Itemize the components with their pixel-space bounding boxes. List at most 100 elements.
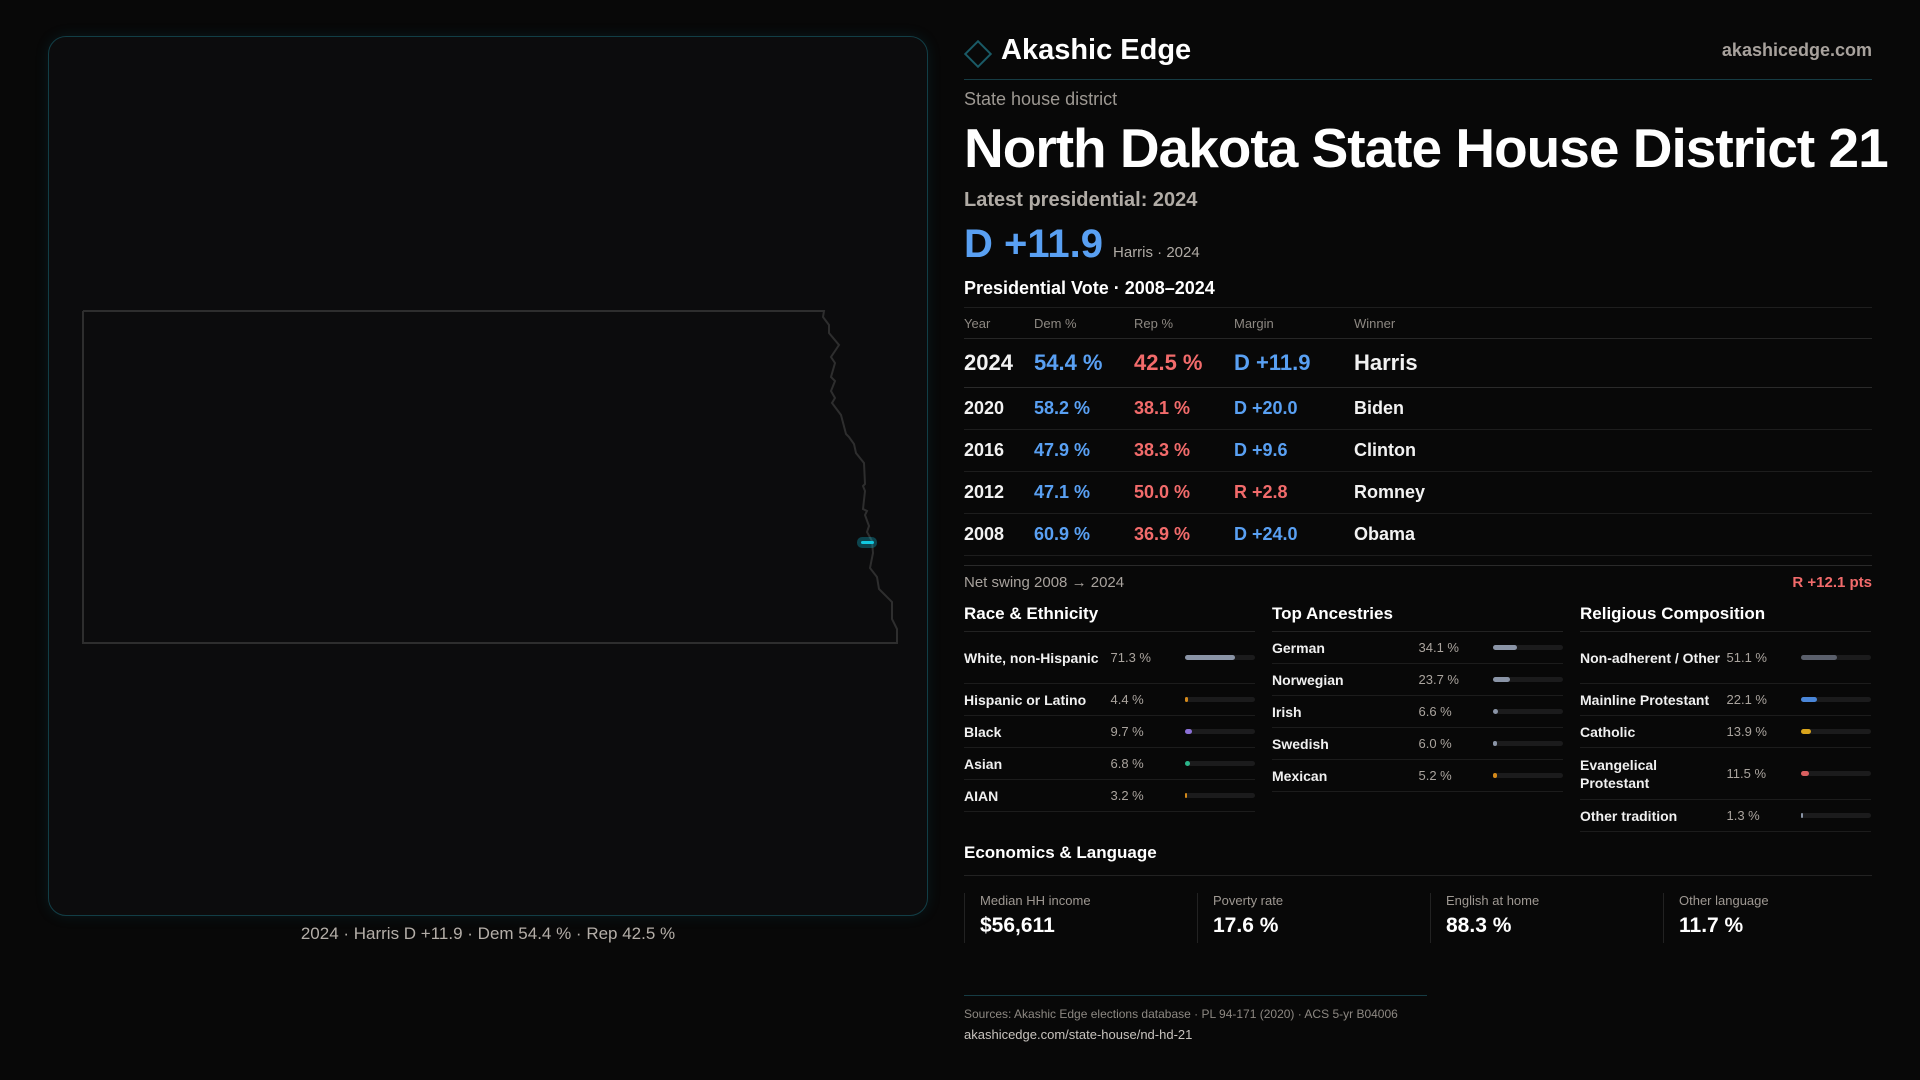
item-value: 34.1 % <box>1418 640 1459 655</box>
diamond-logo-icon <box>963 39 993 69</box>
item-label: Swedish <box>1272 735 1329 752</box>
bar-track <box>1493 741 1564 746</box>
item-value: 23.7 % <box>1418 672 1459 687</box>
item-value: 9.7 % <box>1110 724 1144 739</box>
cell-margin: D +9.6 <box>1234 429 1354 472</box>
bar-fill <box>1185 793 1188 798</box>
list-item: Hispanic or Latino 4.4 % <box>964 684 1256 716</box>
bar-fill <box>1801 697 1817 702</box>
table-row: 2008 60.9 % 36.9 % D +24.0 Obama <box>964 513 1872 556</box>
list-item: Irish 6.6 % <box>1272 696 1564 728</box>
item-label: Catholic <box>1580 723 1636 740</box>
list-item: Catholic 13.9 % <box>1580 716 1872 748</box>
cell-dem: 60.9 % <box>1034 513 1134 556</box>
list-item: Mexican 5.2 % <box>1272 760 1564 792</box>
bar-track <box>1493 645 1564 650</box>
item-label: AIAN <box>964 787 999 804</box>
cell-year: 2020 <box>964 387 1034 430</box>
table-row: 2020 58.2 % 38.1 % D +20.0 Biden <box>964 387 1872 430</box>
table-row: 2016 47.9 % 38.3 % D +9.6 Clinton <box>964 429 1872 472</box>
latest-margin-value: D +11.9 <box>964 222 1104 266</box>
site-link[interactable]: akashicedge.com <box>1721 40 1872 60</box>
footer: Sources: Akashic Edge elections database… <box>964 995 1427 1042</box>
district-highlight[interactable] <box>861 541 874 544</box>
latest-label: Latest presidential: 2024 <box>964 189 1198 211</box>
list-item: AIAN 3.2 % <box>964 780 1256 812</box>
item-label: Evangelical Protestant <box>1580 756 1658 791</box>
bar-track <box>1493 709 1564 714</box>
list-item: Mainline Protestant 22.1 % <box>1580 684 1872 716</box>
swing-label: Net swing 2008 → 2024 <box>964 574 1125 591</box>
map-caption: 2024 · Harris D +11.9 · Dem 54.4 % · Rep… <box>300 924 676 943</box>
votes-table: Year Dem % Rep % Margin Winner 2024 54.4 … <box>964 307 1872 556</box>
page-url[interactable]: akashicedge.com/state-house/nd-hd-21 <box>964 1027 1193 1042</box>
stat-value: 17.6 % <box>1213 914 1279 937</box>
cell-year: 2024 <box>964 338 1034 388</box>
item-value: 6.6 % <box>1418 704 1452 719</box>
item-label: Mexican <box>1272 767 1328 784</box>
cell-margin: D +24.0 <box>1234 513 1354 556</box>
stat-label: English at home <box>1446 893 1540 908</box>
latest-margin: D +11.9 Harris · 2024 <box>964 222 1200 267</box>
item-label: Black <box>964 723 1002 740</box>
district-map[interactable] <box>49 37 929 917</box>
stat-label: Median HH income <box>980 893 1091 908</box>
economics-title: Economics & Language <box>964 843 1872 876</box>
item-label: Asian <box>964 755 1003 772</box>
cell-dem: 47.9 % <box>1034 429 1134 472</box>
list-item: Swedish 6.0 % <box>1272 728 1564 760</box>
brand-name: Akashic Edge <box>1001 34 1192 66</box>
stat-value: 88.3 % <box>1446 914 1512 937</box>
cell-dem: 54.4 % <box>1034 338 1134 388</box>
cell-rep: 38.3 % <box>1134 429 1234 472</box>
detail-panel: Akashic Edge akashicedge.com State house… <box>963 0 1889 1080</box>
col-margin: Margin <box>1234 307 1354 339</box>
map-panel[interactable] <box>48 36 928 916</box>
bar-track <box>1185 697 1256 702</box>
list-item: Black 9.7 % <box>964 716 1256 748</box>
cell-rep: 50.0 % <box>1134 471 1234 514</box>
header: Akashic Edge akashicedge.com <box>963 30 1872 80</box>
item-value: 6.8 % <box>1110 756 1144 771</box>
bar-track <box>1801 655 1872 660</box>
stat-label: Poverty rate <box>1213 893 1284 908</box>
item-label: German <box>1272 639 1325 656</box>
cell-margin: R +2.8 <box>1234 471 1354 514</box>
bar-track <box>1185 761 1256 766</box>
latest-sub: Harris · 2024 <box>1113 244 1200 261</box>
bar-fill <box>1185 697 1189 702</box>
bar-fill <box>1493 773 1497 778</box>
item-value: 11.5 % <box>1726 766 1767 781</box>
bar-fill <box>1801 729 1811 734</box>
cell-winner: Harris <box>1354 338 1872 388</box>
table-row: 2024 54.4 % 42.5 % D +11.9 Harris <box>964 338 1872 388</box>
bar-track <box>1801 729 1872 734</box>
col-year: Year <box>964 307 1034 339</box>
cell-year: 2012 <box>964 471 1034 514</box>
stat-card: English at home 88.3 % <box>1430 893 1663 943</box>
section-0: Race & Ethnicity White, non-Hispanic 71.3 … <box>964 600 1256 812</box>
item-label: Irish <box>1272 703 1302 720</box>
stat-card: Median HH income $56,611 <box>964 893 1197 943</box>
item-value: 5.2 % <box>1418 768 1452 783</box>
district-kind: State house district <box>964 89 1118 109</box>
list-item: White, non-Hispanic 71.3 % <box>964 632 1256 684</box>
bar-fill <box>1185 761 1190 766</box>
stat-label: Other language <box>1679 893 1769 908</box>
cell-year: 2016 <box>964 429 1034 472</box>
bar-fill <box>1801 813 1804 818</box>
list-item: Other tradition 1.3 % <box>1580 800 1872 832</box>
bar-track <box>1185 793 1256 798</box>
item-value: 71.3 % <box>1110 650 1151 665</box>
bar-track <box>1801 771 1872 776</box>
cell-rep: 36.9 % <box>1134 513 1234 556</box>
item-value: 13.9 % <box>1726 724 1767 739</box>
list-item: Norwegian 23.7 % <box>1272 664 1564 696</box>
item-label: Hispanic or Latino <box>964 691 1087 708</box>
bar-track <box>1801 813 1872 818</box>
cell-rep: 38.1 % <box>1134 387 1234 430</box>
item-value: 6.0 % <box>1418 736 1452 751</box>
stat-card: Poverty rate 17.6 % <box>1197 893 1430 943</box>
item-label: Norwegian <box>1272 671 1344 688</box>
bar-fill <box>1801 655 1838 660</box>
